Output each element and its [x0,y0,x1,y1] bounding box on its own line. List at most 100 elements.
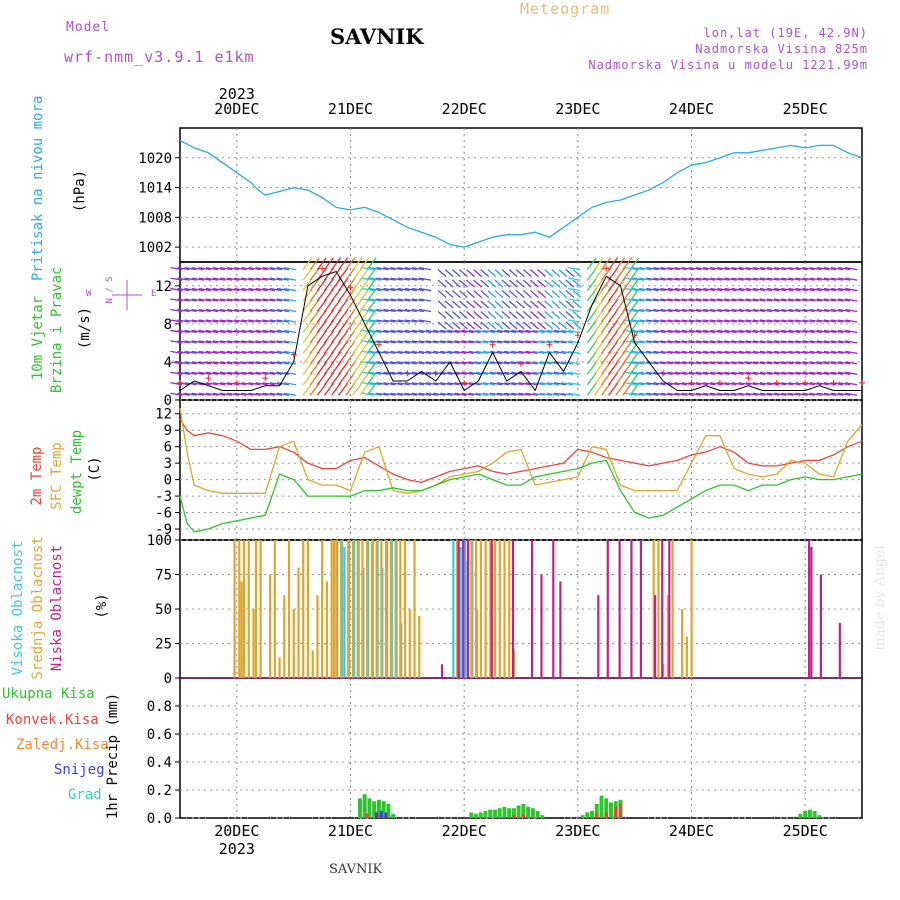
wind-arrow [615,267,626,281]
wind-arrow [615,340,626,354]
wind-arrow [537,311,547,319]
wind-arrow [593,382,604,396]
wind-arrow [745,340,758,344]
wind-arrow [703,329,716,334]
wind-arrow [177,266,190,271]
gust-marker [773,379,780,386]
wind-arrow [331,382,342,396]
wind-arrow [345,361,356,375]
wind-arrow [352,361,363,375]
wind-arrow [276,382,290,386]
wind-arrow [366,278,377,291]
wind-arrow [745,287,758,292]
wind-arrow [710,371,723,375]
wind-arrow [522,321,532,330]
wind-arrow [802,266,815,271]
wind-arrow [494,321,504,330]
wind-arrow [473,311,483,319]
wind-arrow [745,329,758,334]
wind-arrow [191,382,204,386]
wind-arrow [369,287,382,292]
temp-tick-label: -3 [155,489,172,505]
wind-arrow [568,298,581,302]
wind-arrow [511,340,524,344]
cloud-bar-2 [807,540,811,678]
wind-arrow [667,298,680,302]
wind-arrow [447,371,460,375]
wind-arrow [724,319,737,323]
precip-bar [372,801,377,818]
wind-arrow [553,350,567,355]
wind-arrow [219,287,233,292]
wind-arrow [316,361,327,375]
wind-arrow [802,298,815,302]
wind-arrow [276,350,290,355]
wind-arrow [376,361,389,365]
wind-arrow [489,329,503,334]
wind-arrow [219,298,233,302]
wind-arrow [411,298,425,302]
wind-arrow [276,287,290,292]
wind-arrow [731,361,744,365]
wind-arrow [802,371,815,375]
wind-arrow [494,279,504,288]
wind-arrow [241,382,254,386]
wind-arrow [508,269,518,278]
wind-arrow [248,350,261,355]
wind-arrow [302,382,313,396]
gust-marker [205,375,212,382]
wind-arrow [205,287,218,292]
wind-arrow [487,290,497,299]
wind-arrow [480,279,490,288]
wind-arrow [632,287,645,292]
wind-arrow [461,392,474,396]
wind-arrow [632,298,645,302]
cloud-bar-2 [618,540,621,678]
wind-arrow [660,308,673,313]
wind-arrow [731,266,744,271]
wind-arrow [703,277,716,281]
wind-arrow [369,392,382,396]
gust-marker [631,332,638,339]
wind-arrow [809,350,822,355]
wind-arrow [838,319,851,323]
wind-arrow [759,382,773,386]
cloud-bar-1 [685,636,688,678]
gust-marker [830,379,837,386]
wind-arrow [622,309,633,323]
wind-arrow [316,372,327,386]
wind-arrow [731,382,744,386]
wind-arrow [745,308,758,313]
wind-arrow [248,277,261,281]
wind-arrow [608,361,619,375]
cloud-bar-2 [559,581,562,678]
wind-arrow [497,340,510,344]
wind-arrow [624,287,638,292]
precip-bar [530,808,535,818]
cloud-bar-2 [597,595,600,678]
cloud-bar-1 [456,540,459,678]
wind-arrow [283,382,297,386]
wind-arrow [276,392,290,396]
wind-arrow [447,392,460,396]
cloud-bar-1 [479,540,482,678]
wind-arrow [522,279,532,288]
wind-arrow [731,340,744,344]
precip-bar [469,812,474,818]
gust-marker [262,375,269,382]
wind-arrow [802,287,815,292]
wind-arrow [269,361,282,365]
wind-arrow [444,321,454,330]
wind-arrow [622,278,633,291]
wind-arrow [198,361,211,365]
wind-arrow [219,361,233,365]
wind-arrow [710,266,723,271]
wind-arrow [184,319,197,323]
wind-arrow [632,382,645,386]
wind-arrow [497,392,510,396]
wind-arrow [241,319,254,323]
wind-arrow [688,277,702,281]
wind-arrow [316,382,327,396]
wind-arrow [369,361,382,365]
cloud-bar-2 [540,574,543,678]
